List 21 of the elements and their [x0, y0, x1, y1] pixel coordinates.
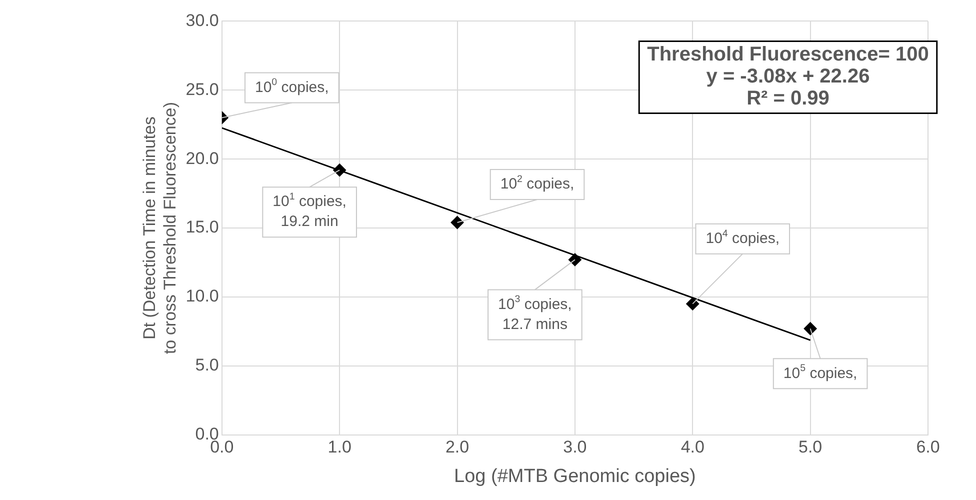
x-tick-label: 2.0: [445, 438, 470, 457]
x-tick-label: 3.0: [563, 438, 587, 457]
x-tick-label: 4.0: [680, 438, 704, 457]
x-tick-label: 1.0: [328, 438, 352, 457]
x-axis-title: Log (#MTB Genomic copies): [454, 466, 696, 487]
y-tick-label: 20.0: [186, 148, 219, 168]
point: [568, 253, 582, 266]
y-tick-label: 25.0: [186, 80, 219, 99]
y-axis-title: Dt (Detection Time in minutes to cross Threshold Fluorescence): [140, 102, 180, 354]
annotation: y = -3.08x + 22.26: [706, 66, 870, 88]
y-tick-label: 15.0: [186, 218, 219, 237]
point: [686, 297, 700, 310]
x-tick-label: 6.0: [916, 438, 940, 457]
y-tick-label: 10.0: [186, 286, 219, 306]
y-tick-label: 5.0: [195, 356, 219, 375]
x-tick-label: 5.0: [798, 438, 822, 457]
point: [333, 164, 346, 177]
annotation: R² = 0.99: [746, 88, 830, 110]
y-tick-label: 30.0: [186, 10, 219, 30]
annotation: Threshold Fluorescence= 100: [647, 44, 929, 66]
point: [804, 322, 817, 336]
